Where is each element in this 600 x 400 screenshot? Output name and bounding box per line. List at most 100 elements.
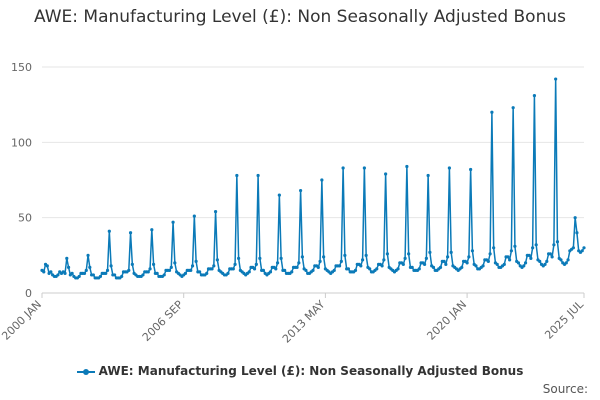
data-point[interactable] <box>532 94 537 98</box>
data-point[interactable] <box>77 274 81 279</box>
data-point[interactable] <box>359 264 363 268</box>
data-point[interactable] <box>299 188 303 193</box>
data-point[interactable] <box>552 243 556 247</box>
data-point[interactable] <box>237 256 241 260</box>
data-point[interactable] <box>127 268 131 272</box>
data-point[interactable] <box>460 265 464 269</box>
data-point[interactable] <box>531 246 535 250</box>
data-point[interactable] <box>337 264 342 268</box>
data-point[interactable] <box>513 244 517 248</box>
data-point[interactable] <box>401 262 405 266</box>
data-point[interactable] <box>275 261 280 265</box>
data-point[interactable] <box>554 77 558 81</box>
data-point[interactable] <box>575 231 579 235</box>
data-point[interactable] <box>86 253 90 257</box>
data-point[interactable] <box>444 262 448 266</box>
series-line[interactable] <box>41 78 585 279</box>
data-point[interactable] <box>407 252 411 256</box>
data-point[interactable] <box>447 166 451 170</box>
series-line-group[interactable] <box>40 77 586 280</box>
data-point[interactable] <box>141 273 145 277</box>
data-point[interactable] <box>283 268 287 272</box>
data-point[interactable] <box>428 250 432 254</box>
data-point[interactable] <box>559 258 563 262</box>
data-point[interactable] <box>522 264 526 268</box>
data-point[interactable] <box>63 271 67 276</box>
data-point[interactable] <box>212 264 216 268</box>
data-point[interactable] <box>311 268 315 272</box>
data-point[interactable] <box>362 166 366 170</box>
data-point[interactable] <box>151 262 156 266</box>
legend[interactable]: AWE: Manufacturing Level (£): Non Season… <box>0 364 600 378</box>
data-point[interactable] <box>113 273 117 277</box>
data-point[interactable] <box>422 262 427 266</box>
data-point[interactable] <box>190 264 195 268</box>
data-point[interactable] <box>353 268 358 272</box>
data-point[interactable] <box>346 267 351 271</box>
data-point[interactable] <box>396 267 400 271</box>
data-point[interactable] <box>431 265 436 269</box>
data-point[interactable] <box>104 271 108 276</box>
data-point[interactable] <box>192 214 196 218</box>
data-point[interactable] <box>295 265 299 269</box>
data-point[interactable] <box>550 255 554 259</box>
data-point[interactable] <box>162 273 166 277</box>
data-point[interactable] <box>49 270 53 274</box>
data-point[interactable] <box>167 268 172 272</box>
data-point[interactable] <box>320 178 324 182</box>
data-point[interactable] <box>555 240 560 244</box>
data-point[interactable] <box>410 265 414 269</box>
data-point[interactable] <box>194 259 198 263</box>
data-point[interactable] <box>148 267 152 271</box>
data-point[interactable] <box>268 270 273 274</box>
data-point[interactable] <box>215 258 219 262</box>
data-point[interactable] <box>332 268 336 272</box>
data-point[interactable] <box>173 261 177 265</box>
data-point[interactable] <box>279 256 283 260</box>
data-point[interactable] <box>385 252 389 256</box>
data-point[interactable] <box>88 265 92 269</box>
data-point[interactable] <box>470 249 475 253</box>
data-point[interactable] <box>105 268 110 272</box>
data-point[interactable] <box>545 259 549 263</box>
data-point[interactable] <box>231 267 235 271</box>
data-point[interactable] <box>183 271 188 276</box>
data-point[interactable] <box>316 265 320 269</box>
data-point[interactable] <box>70 271 74 276</box>
data-point[interactable] <box>84 268 88 272</box>
data-point[interactable] <box>256 173 260 178</box>
data-point[interactable] <box>502 262 506 266</box>
data-point[interactable] <box>534 243 538 247</box>
data-point[interactable] <box>213 210 218 214</box>
data-point[interactable] <box>384 172 388 176</box>
data-point[interactable] <box>488 252 492 256</box>
data-point[interactable] <box>481 264 485 268</box>
data-point[interactable] <box>205 271 209 276</box>
data-point[interactable] <box>516 261 521 265</box>
data-point[interactable] <box>233 262 237 266</box>
data-point[interactable] <box>424 256 428 260</box>
data-point[interactable] <box>91 273 95 277</box>
data-point[interactable] <box>150 228 154 232</box>
data-point[interactable] <box>538 259 542 263</box>
data-point[interactable] <box>120 274 124 279</box>
data-point[interactable] <box>226 271 230 276</box>
data-point[interactable] <box>171 220 175 224</box>
data-point[interactable] <box>529 256 533 260</box>
data-point[interactable] <box>235 173 239 178</box>
data-point[interactable] <box>527 253 531 257</box>
data-point[interactable] <box>465 261 469 265</box>
data-point[interactable] <box>511 106 515 110</box>
data-point[interactable] <box>146 270 150 274</box>
data-point[interactable] <box>128 231 133 235</box>
data-point[interactable] <box>45 264 49 268</box>
data-point[interactable] <box>300 255 304 259</box>
data-point[interactable] <box>564 261 568 265</box>
data-point[interactable] <box>261 268 266 272</box>
data-point[interactable] <box>277 193 281 197</box>
data-point[interactable] <box>490 110 494 114</box>
data-point[interactable] <box>438 265 443 269</box>
data-point[interactable] <box>405 164 409 169</box>
data-point[interactable] <box>582 246 586 250</box>
data-point[interactable] <box>304 268 308 272</box>
